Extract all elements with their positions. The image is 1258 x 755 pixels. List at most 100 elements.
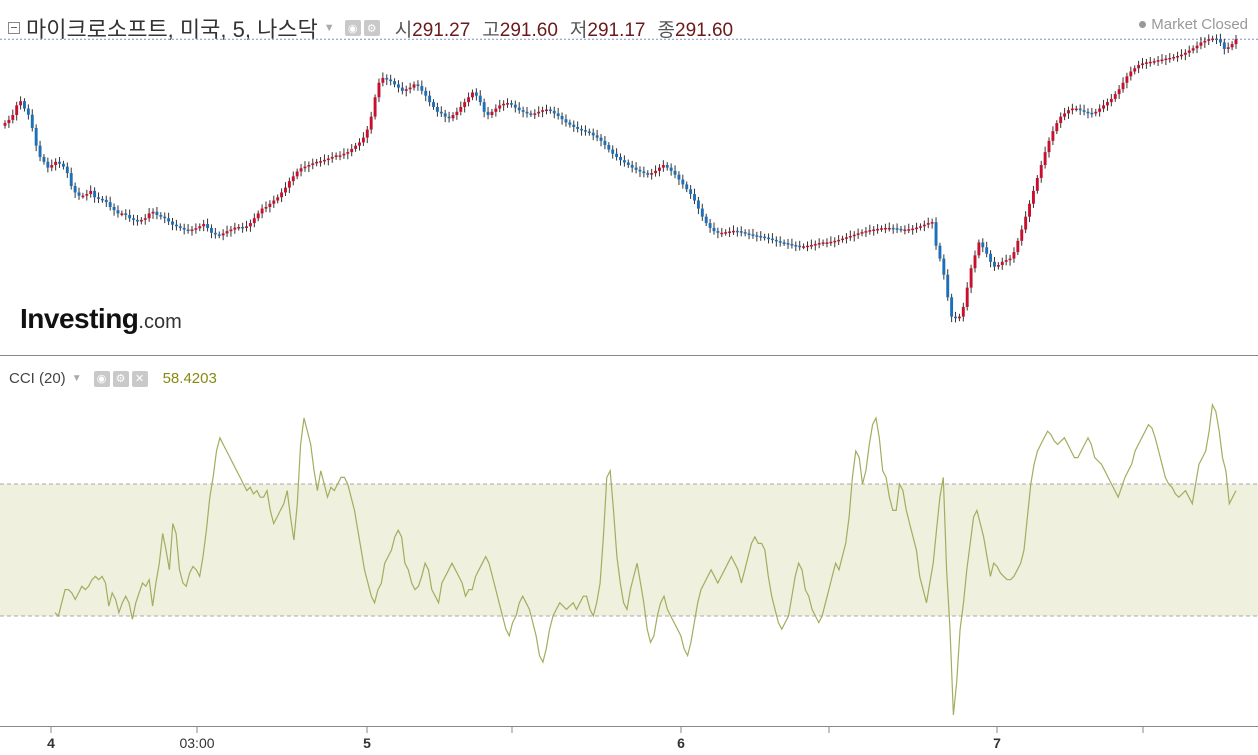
candle [1004,254,1008,266]
candle [1047,137,1051,158]
candle [287,177,291,194]
candle-body [957,316,961,319]
x-tick-label: 03:00 [179,735,215,751]
candle-body [264,206,268,209]
candle-body [1160,59,1164,62]
candle [26,104,30,120]
candle [622,155,626,167]
candle [81,192,85,199]
candle [23,98,26,112]
candle [786,238,790,249]
candle-body [155,211,159,216]
candle-body [1020,229,1024,241]
candle [61,160,65,170]
candle-body [237,226,241,229]
candle [1160,54,1164,64]
cci-eye-icon[interactable]: ◉ [93,370,110,387]
candle [1222,38,1226,55]
candle-body [498,105,502,109]
candle [373,94,377,120]
candle-body [1176,56,1180,58]
candle-body [1039,165,1043,178]
instrument-title: 마이크로소프트, 미국, 5, 나스닥 [26,17,318,42]
candle-body [622,160,626,163]
candle-body [221,233,225,236]
candle [728,227,732,237]
candle [248,219,252,232]
candle [961,302,965,322]
candle-body [1055,123,1059,132]
candle [1172,54,1176,61]
candle [1117,85,1121,99]
candle [700,203,704,221]
eye-icon[interactable]: ◉ [344,20,361,36]
candle [455,107,459,120]
candle-body [1008,258,1012,261]
cci-dropdown-icon[interactable]: ▼ [71,373,82,384]
candle [260,204,264,219]
candle [1094,108,1098,117]
candle-body [763,236,767,239]
candle [478,90,482,106]
candle [396,80,400,93]
candle [54,158,58,171]
candle-body [521,110,525,112]
candle-body [1082,110,1086,112]
candle-body [993,261,996,267]
candle-body [194,228,198,230]
candle-body [346,152,350,154]
candle [42,154,46,165]
candle [1180,49,1183,60]
candle [120,210,124,217]
status-dot-icon [1139,21,1147,28]
candle-body [502,103,506,106]
cci-close-icon[interactable]: ✕ [131,370,148,387]
candle-body [97,197,100,199]
candle [1121,77,1125,93]
candle [467,92,471,107]
candle-body [942,258,946,275]
cci-band-layer [0,483,1258,617]
candle [599,134,603,147]
candle [50,159,54,172]
candle-body [552,110,556,114]
title-dropdown-icon[interactable]: ▼ [323,22,335,34]
candle [1012,247,1016,263]
candle-body [1105,102,1109,106]
candle [1129,66,1133,81]
x-tick-label: 4 [47,735,55,751]
candle-body [373,97,377,117]
candle [443,109,447,123]
candle [778,236,782,247]
candle-body [1067,110,1070,114]
candle [739,226,743,237]
candle-body [883,227,887,230]
candle-body [1063,113,1067,117]
cci-gear-icon[interactable]: ⚙ [112,370,129,387]
candle [198,223,202,232]
ohlc-high: 고291.60 [482,15,558,42]
candle-body [626,162,630,166]
candle [759,231,763,241]
candle [642,166,646,178]
candle [603,136,607,150]
candle [182,223,186,235]
candle-body [996,265,1000,267]
candle-body [619,156,622,161]
candle [1164,55,1168,66]
candle [1105,98,1109,111]
cci-neutral-band [0,484,1258,616]
collapse-icon[interactable] [8,22,20,34]
candle-body [669,167,673,171]
candle [1082,104,1086,116]
candle-body [1183,52,1187,55]
candle [104,195,108,207]
candle [463,98,467,113]
candle [685,181,689,193]
candle [880,225,883,232]
candle-body [525,111,529,114]
gear-icon[interactable]: ⚙ [363,20,380,36]
candle-body [330,156,334,159]
candle [973,250,977,273]
